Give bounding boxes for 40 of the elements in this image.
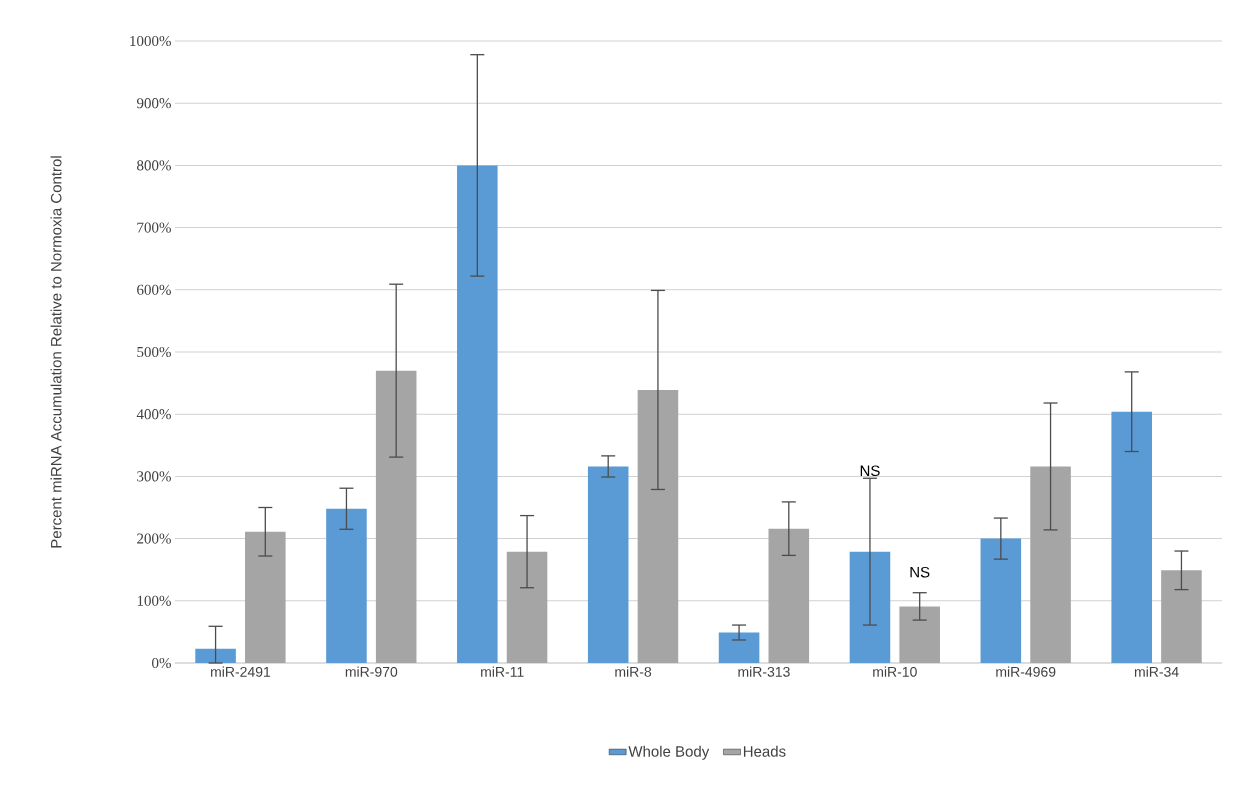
bar xyxy=(768,528,810,663)
bar xyxy=(1111,411,1152,663)
y-tick-label: 600% xyxy=(137,284,171,295)
bar xyxy=(1030,466,1071,663)
x-tick-label: miR-11 xyxy=(481,666,524,677)
y-tick-label: 700% xyxy=(137,222,171,233)
bar xyxy=(718,632,760,663)
y-tick-label: 0% xyxy=(152,657,171,669)
bar xyxy=(506,551,548,663)
x-tick-label: miR-10 xyxy=(873,666,917,677)
x-tick-label: miR-313 xyxy=(738,666,790,677)
bar xyxy=(637,389,679,663)
bar xyxy=(375,370,417,663)
x-tick-label: miR-2491 xyxy=(211,666,271,677)
y-tick-label: 400% xyxy=(136,409,171,420)
bar xyxy=(245,531,286,663)
y-tick-label: 200% xyxy=(137,533,171,544)
annotation: NS xyxy=(910,566,930,578)
y-tick-label: 500% xyxy=(137,346,171,358)
annotation: NS xyxy=(860,465,880,477)
x-tick-label: miR-8 xyxy=(615,666,652,677)
bar xyxy=(1161,570,1202,663)
legend-label: Heads xyxy=(743,745,786,757)
bar xyxy=(849,551,891,663)
bar xyxy=(457,165,498,663)
y-axis-title: Percent miRNA Accumulation Relative to Normoxia Control xyxy=(50,156,62,548)
y-tick-label: 100% xyxy=(137,595,171,606)
y-tick-label: 800% xyxy=(137,160,171,171)
x-tick-label: miR-970 xyxy=(345,666,398,677)
bar xyxy=(980,538,1022,663)
y-tick-label: 900% xyxy=(136,98,171,109)
bar xyxy=(587,466,629,663)
y-tick-label: 1000% xyxy=(130,35,171,47)
y-tick-label: 300% xyxy=(137,471,171,482)
x-tick-label: miR-34 xyxy=(1134,666,1179,677)
bar xyxy=(899,606,940,663)
bar xyxy=(195,648,236,663)
bar xyxy=(326,508,367,663)
x-tick-label: miR-4969 xyxy=(996,666,1056,677)
legend-label: Whole Body xyxy=(628,745,710,760)
